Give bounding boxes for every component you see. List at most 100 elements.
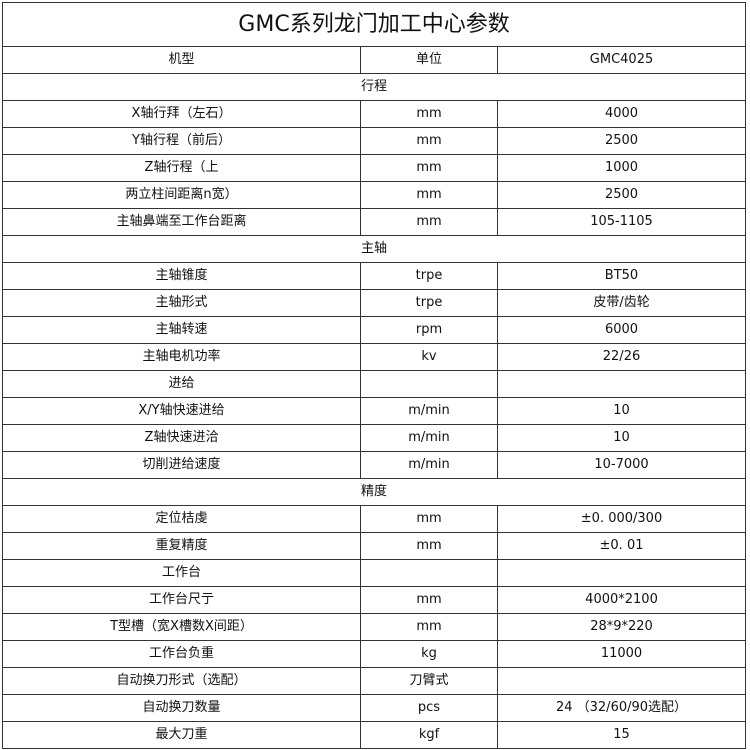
- section-row: 行程: [1, 73, 747, 101]
- param-unit: mm: [360, 505, 498, 533]
- param-value: 10: [496, 424, 747, 452]
- header-value: GMC4025: [496, 46, 747, 74]
- param-value: 2500: [496, 181, 747, 209]
- table-row: 自动换刀形式（选配） 刀臂式: [2, 667, 747, 695]
- table-title: GMC系列龙门加工中心参数: [1, 2, 747, 47]
- param-name: 进给: [2, 370, 361, 398]
- param-value: 105-1105: [496, 208, 747, 236]
- table-row: 自动换刀数量 pcs 24 （32/60/90选配）: [2, 694, 747, 722]
- param-unit: kgf: [360, 721, 498, 749]
- header-model: 机型: [2, 46, 361, 74]
- param-name: X轴行拜（左石）: [2, 100, 361, 128]
- title-row: GMC系列龙门加工中心参数: [1, 2, 747, 47]
- param-value: 6000: [496, 316, 747, 344]
- param-unit: kg: [360, 640, 498, 668]
- param-value: 皮带/齿轮: [496, 289, 747, 317]
- param-unit: mm: [360, 532, 498, 560]
- param-value: BT50: [496, 262, 747, 290]
- table-row: 主轴形式 trpe 皮带/齿轮: [2, 289, 747, 317]
- param-unit: trpe: [360, 289, 498, 317]
- param-name: X/Y轴快速进给: [2, 397, 361, 425]
- param-value: 10: [496, 397, 747, 425]
- table-row: 进给: [2, 370, 747, 398]
- param-unit: m/min: [360, 424, 498, 452]
- param-name: 自动换刀数量: [2, 694, 361, 722]
- param-name: 切削进给速度: [2, 451, 361, 479]
- param-value: 22/26: [496, 343, 747, 371]
- param-unit: mm: [360, 181, 498, 209]
- param-value: 4000*2100: [496, 586, 747, 614]
- param-unit: pcs: [360, 694, 498, 722]
- param-name: 定位桔虔: [2, 505, 361, 533]
- table-row: 切削进给速度 m/min 10-7000: [2, 451, 747, 479]
- param-name: Z轴行程（上: [2, 154, 361, 182]
- param-value: ±0. 01: [496, 532, 747, 560]
- param-value: 11000: [496, 640, 747, 668]
- table-row: 工作台: [2, 559, 747, 587]
- param-unit: [360, 370, 498, 398]
- table-row: 工作台尺亍 mm 4000*2100: [2, 586, 747, 614]
- param-unit: mm: [360, 613, 498, 641]
- param-unit: mm: [360, 127, 498, 155]
- param-name: 主轴转速: [2, 316, 361, 344]
- param-value: 4000: [496, 100, 747, 128]
- param-name: 自动换刀形式（选配）: [2, 667, 361, 695]
- table-row: 定位桔虔 mm ±0. 000/300: [2, 505, 747, 533]
- param-name: 重复精度: [2, 532, 361, 560]
- table-row: 主轴锥度 trpe BT50: [2, 262, 747, 290]
- param-unit: mm: [360, 100, 498, 128]
- param-unit: mm: [360, 586, 498, 614]
- param-unit: mm: [360, 154, 498, 182]
- param-value: [496, 370, 747, 398]
- table-row: Y轴行程（前后） mm 2500: [2, 127, 747, 155]
- table-row: 两立柱间距离n宽） mm 2500: [2, 181, 747, 209]
- param-unit: trpe: [360, 262, 498, 290]
- table-row: X/Y轴快速进给 m/min 10: [2, 397, 747, 425]
- param-value: 24 （32/60/90选配）: [496, 694, 747, 722]
- table-row: T型槽（宽X槽数X间距） mm 28*9*220: [2, 613, 747, 641]
- table-row: 重复精度 mm ±0. 01: [2, 532, 747, 560]
- param-name: 主轴鼻端至工作台距离: [2, 208, 361, 236]
- table-row: 主轴转速 rpm 6000: [2, 316, 747, 344]
- param-name: T型槽（宽X槽数X间距）: [2, 613, 361, 641]
- param-value: 28*9*220: [496, 613, 747, 641]
- param-unit: [360, 559, 498, 587]
- param-value: 2500: [496, 127, 747, 155]
- param-name: 主轴形式: [2, 289, 361, 317]
- param-unit: m/min: [360, 397, 498, 425]
- table-row: 主轴电机功率 kv 22/26: [2, 343, 747, 371]
- table-row: 最大刀重 kgf 15: [2, 721, 747, 749]
- param-value: 1000: [496, 154, 747, 182]
- param-name: 工作台: [2, 559, 361, 587]
- param-value: ±0. 000/300: [496, 505, 747, 533]
- param-name: 工作台尺亍: [2, 586, 361, 614]
- param-unit: kv: [360, 343, 498, 371]
- section-row: 主轴: [1, 235, 747, 263]
- param-unit: 刀臂式: [360, 667, 498, 695]
- param-name: 主轴锥度: [2, 262, 361, 290]
- table-row: Z轴行程（上 mm 1000: [2, 154, 747, 182]
- param-unit: m/min: [360, 451, 498, 479]
- param-value: [496, 559, 747, 587]
- header-row: 机型 单位 GMC4025: [2, 46, 747, 74]
- param-unit: rpm: [360, 316, 498, 344]
- table-row: X轴行拜（左石） mm 4000: [2, 100, 747, 128]
- param-unit: mm: [360, 208, 498, 236]
- param-value: 10-7000: [496, 451, 747, 479]
- param-value: 15: [496, 721, 747, 749]
- header-unit: 单位: [360, 46, 498, 74]
- section-title: 行程: [1, 73, 747, 101]
- table-row: 主轴鼻端至工作台距离 mm 105-1105: [2, 208, 747, 236]
- param-name: 最大刀重: [2, 721, 361, 749]
- param-value: [496, 667, 747, 695]
- param-name: Y轴行程（前后）: [2, 127, 361, 155]
- param-name: Z轴快速进洽: [2, 424, 361, 452]
- param-name: 主轴电机功率: [2, 343, 361, 371]
- section-title: 主轴: [1, 235, 747, 263]
- section-row: 精度: [1, 478, 747, 506]
- param-name: 工作台负重: [2, 640, 361, 668]
- section-title: 精度: [1, 478, 747, 506]
- table-row: Z轴快速进洽 m/min 10: [2, 424, 747, 452]
- param-name: 两立柱间距离n宽）: [2, 181, 361, 209]
